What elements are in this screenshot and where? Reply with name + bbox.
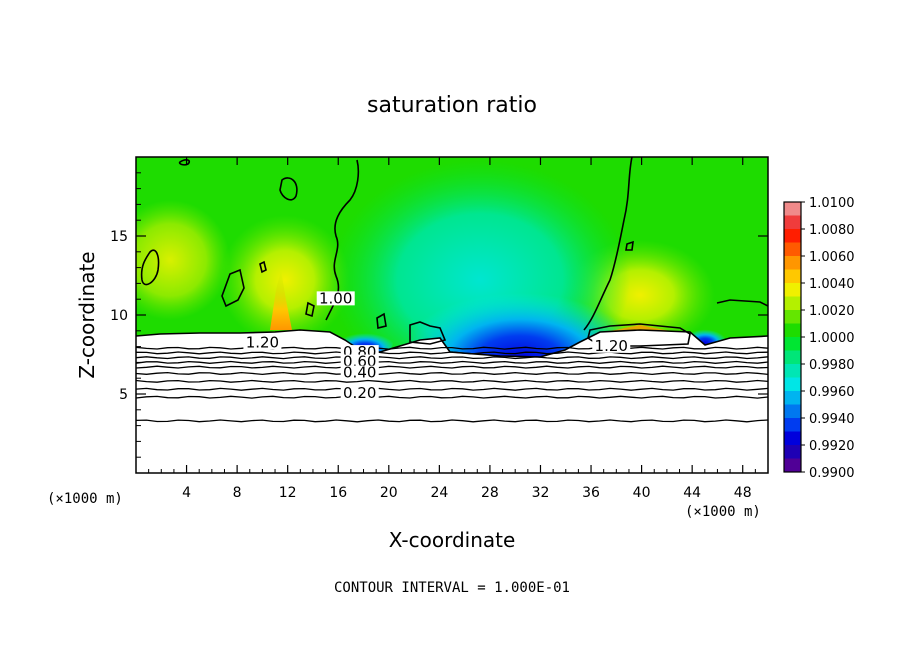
colorbar — [784, 202, 801, 472]
x-tick-label: 40 — [633, 485, 651, 501]
colorbar-band — [784, 458, 801, 472]
colorbar-band — [784, 337, 801, 351]
contour-1.00-blob-2 — [279, 177, 298, 201]
colorbar-label: 0.9900 — [809, 466, 855, 481]
contour-label: 1.00 — [319, 289, 352, 307]
contour-level-line — [135, 356, 769, 360]
z-unit-label: (×1000 m) — [47, 491, 123, 507]
colorbar-label: 1.0020 — [809, 304, 855, 319]
warm-region-left — [220, 215, 350, 345]
x-tick-label: 8 — [233, 485, 242, 501]
colorbar-label: 0.9960 — [809, 385, 855, 400]
colorbar-band — [784, 445, 801, 459]
chart-title: saturation ratio — [367, 93, 537, 118]
colorbar-label: 1.0060 — [809, 250, 855, 265]
y-tick-label: 15 — [110, 229, 128, 245]
x-tick-label: 12 — [279, 485, 297, 501]
contour-label-bg — [316, 291, 355, 306]
contour-1.00-blob-1 — [178, 159, 191, 166]
contour-label-bg — [592, 338, 631, 353]
contour-level-line — [135, 395, 769, 399]
y-tick-label: 5 — [119, 387, 128, 403]
contour-1.00-upper-right — [716, 299, 768, 307]
contour-1.00-blob-8 — [376, 312, 387, 330]
colorbar-frame — [783, 201, 802, 473]
colorbar-band — [784, 404, 801, 418]
colorbar-band — [784, 377, 801, 391]
colorbar-band — [784, 283, 801, 297]
contour-level-line — [135, 351, 769, 355]
colorbar-band — [784, 296, 801, 310]
x-tick-label: 4 — [182, 485, 191, 501]
contour-level-line — [135, 360, 769, 364]
x-unit-label: (×1000 m) — [685, 504, 761, 520]
contour-level-line — [135, 379, 769, 383]
contour-1.00-blob-7 — [625, 240, 634, 251]
warm-plume-left — [270, 270, 292, 330]
x-tick-label: 44 — [683, 485, 701, 501]
colorbar-band — [784, 215, 801, 229]
contour-label: 1.20 — [595, 337, 628, 355]
colorbar-band — [784, 364, 801, 378]
colorbar-band — [784, 350, 801, 364]
warm-region-left-edge — [136, 200, 230, 320]
contour-1.00-blob-4 — [259, 260, 267, 274]
colorbar-label: 1.0100 — [809, 196, 855, 211]
contour-level-line — [135, 387, 769, 391]
colorbar-label: 0.9980 — [809, 358, 855, 373]
contour-1.00-main-left — [325, 159, 360, 321]
heatmap-field — [136, 157, 768, 473]
y-axis-label: Z-coordinate — [75, 251, 99, 378]
colorbar-label: 0.9940 — [809, 412, 855, 427]
contour-1.00-main-right — [583, 157, 633, 331]
contour-label-bg — [340, 365, 379, 380]
below-range-region — [136, 330, 768, 473]
contour-1.20-boundary — [136, 329, 768, 358]
colorbar-band — [784, 242, 801, 256]
contour-1.00-blob-6 — [305, 301, 315, 318]
colorbar-band — [784, 202, 801, 216]
colorbar-band — [784, 418, 801, 432]
x-axis-label: X-coordinate — [389, 528, 516, 552]
contour-1.20-blob-left — [409, 321, 447, 345]
contour-1.00-blob-5 — [221, 268, 245, 308]
x-tick-label: 28 — [481, 485, 499, 501]
contour-level-line — [135, 346, 769, 350]
x-tick-label: 32 — [532, 485, 550, 501]
contour-label-bg — [243, 335, 282, 350]
colorbar-label: 1.0000 — [809, 331, 855, 346]
colorbar-band — [784, 391, 801, 405]
colorbar-band — [784, 269, 801, 283]
colorbar-label: 1.0040 — [809, 277, 855, 292]
x-tick-label: 48 — [734, 485, 752, 501]
x-axis-ticks: 4 8 12 16 20 24 28 32 36 40 44 48 — [148, 157, 756, 501]
contour-label: 0.20 — [343, 384, 376, 402]
contour-1.00-blob-3 — [140, 249, 160, 286]
contour-label-bg — [340, 386, 379, 401]
colorbar-labels: 1.0100 1.0080 1.0060 1.0040 1.0020 1.0000 0.99… — [801, 196, 855, 481]
contour-label-bg — [340, 354, 379, 369]
contour-level-line — [135, 419, 769, 423]
y-tick-label: 10 — [110, 308, 128, 324]
colorbar-band — [784, 256, 801, 270]
contour-level-line — [135, 371, 769, 376]
contour-level-line — [135, 365, 769, 369]
x-tick-label: 36 — [582, 485, 600, 501]
x-tick-label: 16 — [329, 485, 347, 501]
colorbar-band — [784, 431, 801, 445]
contour-interval-note: CONTOUR INTERVAL = 1.000E-01 — [334, 580, 570, 596]
y-axis-ticks: 5 10 15 — [110, 172, 768, 458]
colorbar-label: 1.0080 — [809, 223, 855, 238]
colorbar-band — [784, 229, 801, 243]
contour-labels: 1.001.20 1.200.800.600.400.20 — [243, 289, 631, 402]
x-tick-label: 20 — [380, 485, 398, 501]
colorbar-band — [784, 323, 801, 337]
contour-label: 1.20 — [246, 334, 279, 352]
horizontal-contour-levels — [135, 346, 769, 423]
colorbar-band — [784, 310, 801, 324]
contour-label: 0.40 — [343, 364, 376, 382]
x-tick-label: 24 — [430, 485, 448, 501]
colorbar-label: 0.9920 — [809, 439, 855, 454]
